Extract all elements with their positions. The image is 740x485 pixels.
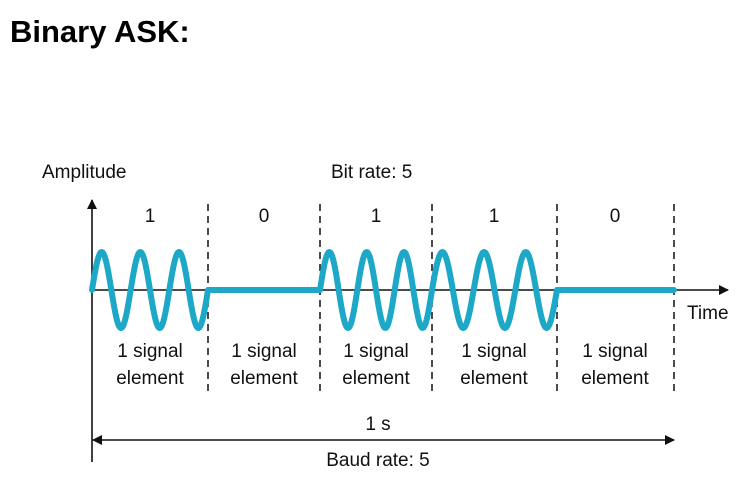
- signal-element-labels: 1 signal element 1 signal element 1 sign…: [116, 341, 649, 389]
- signal-element-label: element: [116, 368, 184, 389]
- signal-element-label: 1 signal: [582, 341, 648, 362]
- page-title: Binary ASK:: [10, 14, 190, 49]
- bit-value: 0: [259, 206, 270, 227]
- bit-value: 1: [489, 206, 500, 227]
- signal-element-label: 1 signal: [461, 341, 527, 362]
- signal-element-label: 1 signal: [117, 341, 183, 362]
- bit-boundaries: [207, 204, 675, 395]
- signal-element-label: 1 signal: [343, 341, 409, 362]
- bit-value: 0: [610, 206, 621, 227]
- bit-rate-label: Bit rate: 5: [331, 162, 412, 183]
- signal-element-label: element: [581, 368, 649, 389]
- signal-element-label: 1 signal: [231, 341, 297, 362]
- duration-label: 1 s: [365, 414, 390, 435]
- signal-element-label: element: [342, 368, 410, 389]
- ask-signal-wave: [89, 249, 677, 331]
- amplitude-axis-label: Amplitude: [42, 162, 127, 183]
- bit-values: 1 0 1 1 0: [145, 206, 621, 227]
- bit-value: 1: [145, 206, 156, 227]
- signal-element-label: element: [230, 368, 298, 389]
- baud-rate-label: Baud rate: 5: [326, 450, 430, 471]
- time-axis-label: Time: [687, 303, 729, 324]
- signal-element-label: element: [460, 368, 528, 389]
- bit-value: 1: [371, 206, 382, 227]
